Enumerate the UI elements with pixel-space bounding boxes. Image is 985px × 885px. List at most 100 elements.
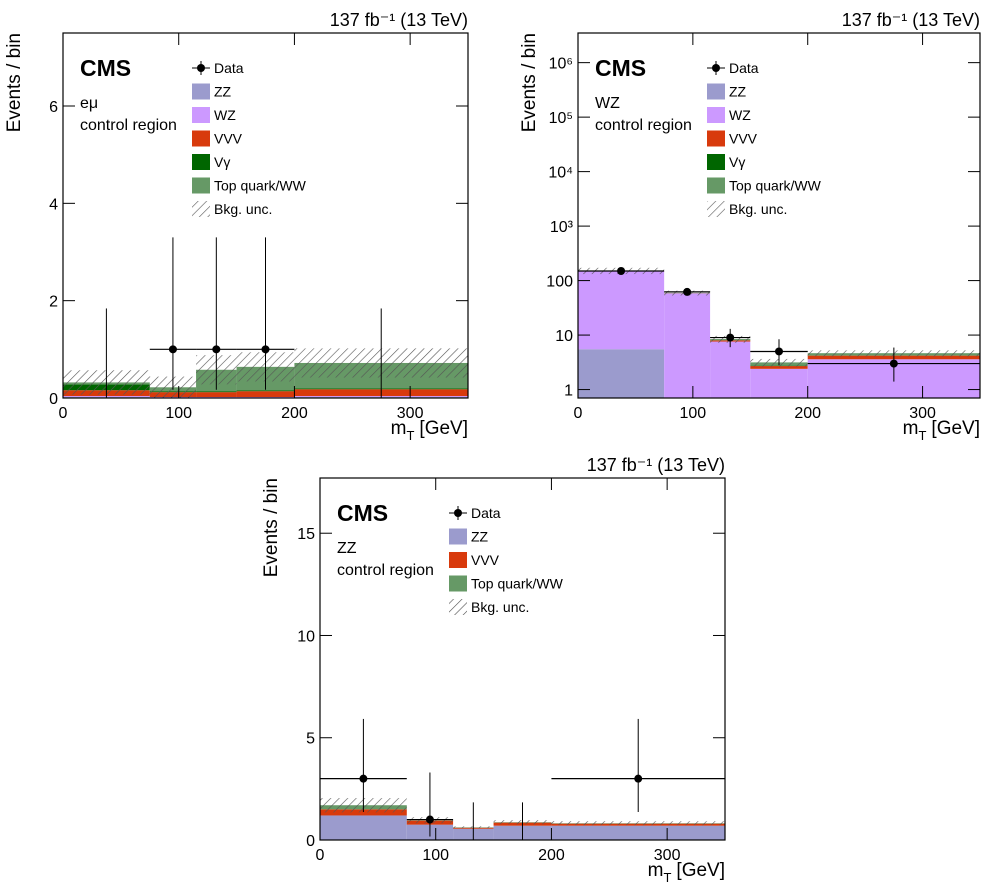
x-tick-label: 100 — [165, 405, 192, 422]
legend-swatch — [707, 154, 725, 170]
panel: 0 100 200 300 0 5 10 15 CMS ZZ control region 137 f… — [261, 455, 726, 885]
stack-segment — [236, 390, 295, 392]
legend-data-marker — [712, 64, 720, 72]
x-label-subscript: T — [406, 428, 414, 443]
y-tick-label: 6 — [49, 99, 58, 116]
stack-segment — [236, 391, 295, 398]
legend-label: Top quark/WW — [471, 576, 564, 592]
region-label: WZ — [595, 95, 620, 112]
x-tick-label: 0 — [316, 847, 325, 864]
legend-label: Top quark/WW — [214, 178, 307, 194]
y-tick-label: 1 — [564, 383, 573, 400]
x-tick-label: 0 — [574, 405, 583, 422]
lumi-label: 137 fb⁻¹ (13 TeV) — [330, 10, 468, 30]
x-label-unit: [GeV] — [419, 418, 468, 439]
data-point — [212, 345, 221, 354]
experiment-label: CMS — [337, 500, 388, 526]
data-point — [617, 266, 626, 275]
y-tick-label: 10⁴ — [548, 165, 573, 182]
stack-segment — [551, 825, 725, 840]
legend-swatch — [707, 107, 725, 123]
data-point — [634, 774, 643, 783]
data-point — [775, 347, 783, 356]
x-label-symbol: m — [648, 860, 664, 881]
legend-label: VVV — [471, 552, 500, 568]
y-tick-label: 10⁵ — [549, 110, 573, 127]
legend-swatch — [192, 83, 210, 100]
legend-label: ZZ — [471, 529, 489, 545]
legend-label: WZ — [729, 107, 751, 123]
legend-data-marker — [454, 509, 462, 517]
x-tick-label: 100 — [680, 405, 707, 422]
stack-segment — [664, 293, 711, 398]
data-point — [261, 345, 270, 354]
stack-segment — [750, 368, 808, 398]
legend-label: ZZ — [214, 84, 232, 100]
y-tick-label: 10 — [555, 328, 573, 345]
legend-swatch — [707, 201, 725, 217]
lumi-label: 137 fb⁻¹ (13 TeV) — [587, 455, 725, 475]
x-label-unit: [GeV] — [676, 860, 725, 881]
legend-label: VVV — [214, 131, 243, 147]
y-tick-label: 10³ — [550, 219, 574, 236]
region-label: control region — [80, 117, 177, 134]
y-axis-label: Events / bin — [519, 33, 540, 132]
data-point — [726, 333, 735, 342]
y-tick-label: 15 — [297, 526, 315, 543]
y-tick-label: 2 — [49, 294, 58, 311]
legend-swatch — [449, 575, 467, 592]
legend-label: Vγ — [214, 154, 230, 170]
stack-segment — [750, 366, 808, 369]
panel: 0 100 200 300 0 2 4 6 CMS eμ control region 137 fb⁻… — [4, 10, 469, 443]
x-tick-label: 300 — [654, 847, 681, 864]
region-label: eμ — [80, 95, 98, 112]
legend-swatch — [449, 528, 467, 545]
experiment-label: CMS — [595, 55, 646, 81]
data-point — [889, 359, 898, 368]
legend-label: Bkg. unc. — [214, 201, 272, 217]
x-label-symbol: m — [391, 418, 407, 439]
stack-segment — [196, 392, 237, 398]
y-axis-label: Events / bin — [261, 478, 282, 577]
x-tick-label: 100 — [422, 847, 449, 864]
legend-swatch — [707, 130, 725, 147]
y-tick-label: 0 — [49, 391, 58, 408]
frame — [62, 32, 469, 399]
legend-label: VVV — [729, 131, 758, 147]
legend-label: Data — [214, 60, 244, 76]
x-label-symbol: m — [903, 418, 919, 439]
stack-segment — [578, 270, 665, 350]
legend-data-marker — [197, 64, 205, 72]
x-axis-label: mT [GeV] — [391, 418, 468, 443]
legend-label: ZZ — [729, 84, 747, 100]
stack-segment — [710, 341, 751, 398]
stack-segment — [196, 391, 237, 393]
data-point — [168, 345, 177, 354]
x-tick-label: 200 — [538, 847, 565, 864]
y-tick-label: 0 — [306, 833, 315, 850]
y-tick-label: 100 — [546, 274, 573, 291]
legend-swatch — [192, 107, 210, 123]
plot-area — [578, 267, 980, 398]
y-tick-label: 10⁶ — [549, 56, 573, 73]
data-point — [425, 815, 434, 824]
legend-swatch — [192, 201, 210, 217]
panel: 0 100 200 300 1 10 100 10³ 10⁴ 10⁵ 10⁶ CMS WZ control… — [519, 10, 981, 443]
lumi-label: 137 fb⁻¹ (13 TeV) — [842, 10, 980, 30]
uncertainty-band — [551, 821, 725, 826]
x-tick-label: 0 — [59, 405, 68, 422]
data-point — [683, 287, 692, 296]
legend-swatch — [707, 83, 725, 100]
region-label: ZZ — [337, 540, 357, 557]
region-label: control region — [595, 117, 692, 134]
legend-swatch — [192, 154, 210, 170]
legend-label: Vγ — [729, 154, 745, 170]
x-tick-label: 200 — [794, 405, 821, 422]
x-label-subscript: T — [663, 870, 671, 885]
legend-label: Data — [471, 505, 501, 521]
x-label-unit: [GeV] — [931, 418, 980, 439]
legend-label: Data — [729, 60, 759, 76]
stack-segment — [320, 815, 407, 840]
x-axis-label: mT [GeV] — [903, 418, 980, 443]
